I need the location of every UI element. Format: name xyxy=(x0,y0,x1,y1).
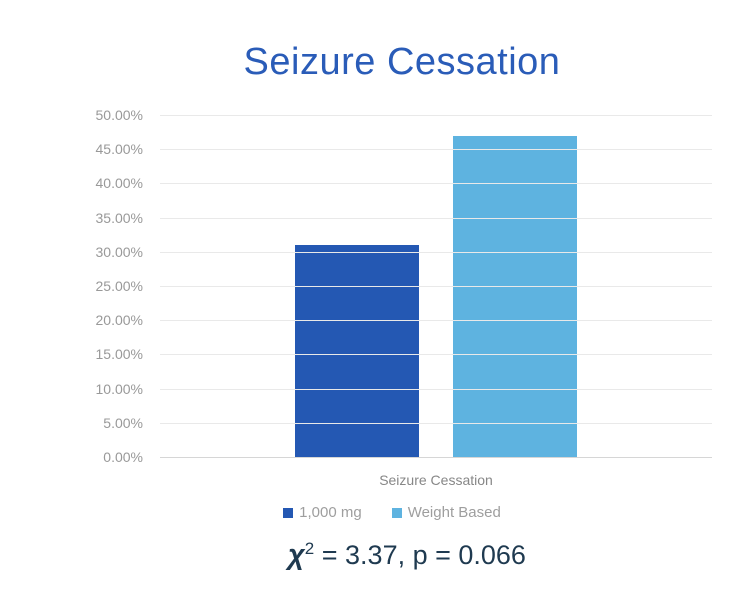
chi-statistic-text: = 3.37, p = 0.066 xyxy=(314,540,526,570)
y-tick-label: 45.00% xyxy=(95,141,143,158)
gridline xyxy=(160,149,712,151)
plot-area xyxy=(160,115,712,458)
x-axis-category-label: Seizure Cessation xyxy=(379,472,493,488)
chi-square-annotation: χ2 = 3.37, p = 0.066 xyxy=(64,539,750,572)
bar xyxy=(295,244,419,457)
y-tick-label: 15.00% xyxy=(95,346,143,363)
y-tick-label: 5.00% xyxy=(103,414,143,431)
y-tick-label: 0.00% xyxy=(103,449,143,465)
y-tick-label: 40.00% xyxy=(95,175,143,192)
gridline xyxy=(160,457,712,458)
legend-swatch xyxy=(391,507,402,518)
gridline xyxy=(160,320,712,322)
y-tick-label: 50.00% xyxy=(95,107,143,123)
legend-item: 1,000 mg xyxy=(283,504,362,521)
y-tick-label: 25.00% xyxy=(95,278,143,294)
legend: 1,000 mg Weight Based xyxy=(34,504,750,521)
legend-label: Weight Based xyxy=(407,504,501,521)
chi-exponent: 2 xyxy=(304,539,315,558)
gridline xyxy=(160,388,712,390)
legend-item: Weight Based xyxy=(391,504,501,521)
legend-swatch xyxy=(283,507,294,518)
bar xyxy=(453,135,577,457)
gridline xyxy=(160,354,712,356)
gridline xyxy=(160,115,712,116)
legend-label: 1,000 mg xyxy=(299,504,362,521)
y-axis: 50.00% 45.00% 40.00% 35.00% 30.00% 25.00% 20.0… xyxy=(0,107,143,465)
bar-group xyxy=(160,115,712,457)
chi-symbol: χ xyxy=(288,539,305,571)
gridline xyxy=(160,251,712,253)
gridline xyxy=(160,286,712,287)
y-tick-label: 30.00% xyxy=(95,243,143,260)
chart-title: Seizure Cessation xyxy=(243,41,561,83)
gridline xyxy=(160,217,712,219)
gridline xyxy=(160,183,712,185)
y-tick-label: 20.00% xyxy=(95,312,143,329)
y-tick-label: 10.00% xyxy=(95,380,143,397)
gridline xyxy=(160,422,712,424)
y-tick-label: 35.00% xyxy=(95,209,143,226)
